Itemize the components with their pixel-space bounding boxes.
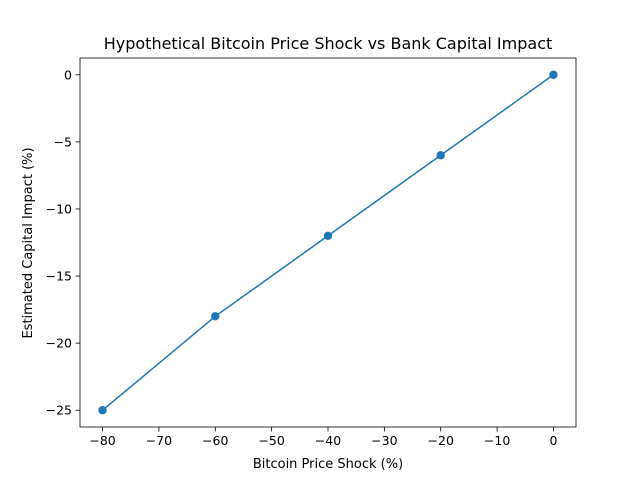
y-tick-label: −5 [54,134,72,149]
y-tick-label: 0 [64,67,72,82]
y-tick-label: −25 [46,403,72,418]
x-tick-label: −50 [258,433,284,448]
x-tick-label: 0 [549,433,557,448]
y-tick-label: −10 [46,201,72,216]
chart-title: Hypothetical Bitcoin Price Shock vs Bank… [104,34,553,53]
data-point [436,151,445,160]
y-axis-label: Estimated Capital Impact (%) [21,147,36,338]
x-tick-label: −10 [484,433,510,448]
data-point [98,406,107,415]
x-tick-label: −70 [146,433,172,448]
data-point [323,231,333,240]
x-tick-label: −40 [315,433,341,448]
data-point [549,70,558,79]
plot-area: −80 −70 −60 −50 −40 −30 −20 −10 0−25−20−15−10−50 [46,57,577,448]
axes-frame [79,57,577,428]
x-tick-label: −20 [428,433,454,448]
y-tick-label: −15 [46,269,72,284]
x-tick-label: −30 [371,433,397,448]
x-axis-label: Bitcoin Price Shock (%) [253,457,403,472]
series-line [102,74,554,411]
x-tick-label: −80 [89,433,115,448]
x-tick-label: −60 [202,433,228,448]
y-tick-label: −20 [46,336,72,351]
data-point [211,312,220,321]
